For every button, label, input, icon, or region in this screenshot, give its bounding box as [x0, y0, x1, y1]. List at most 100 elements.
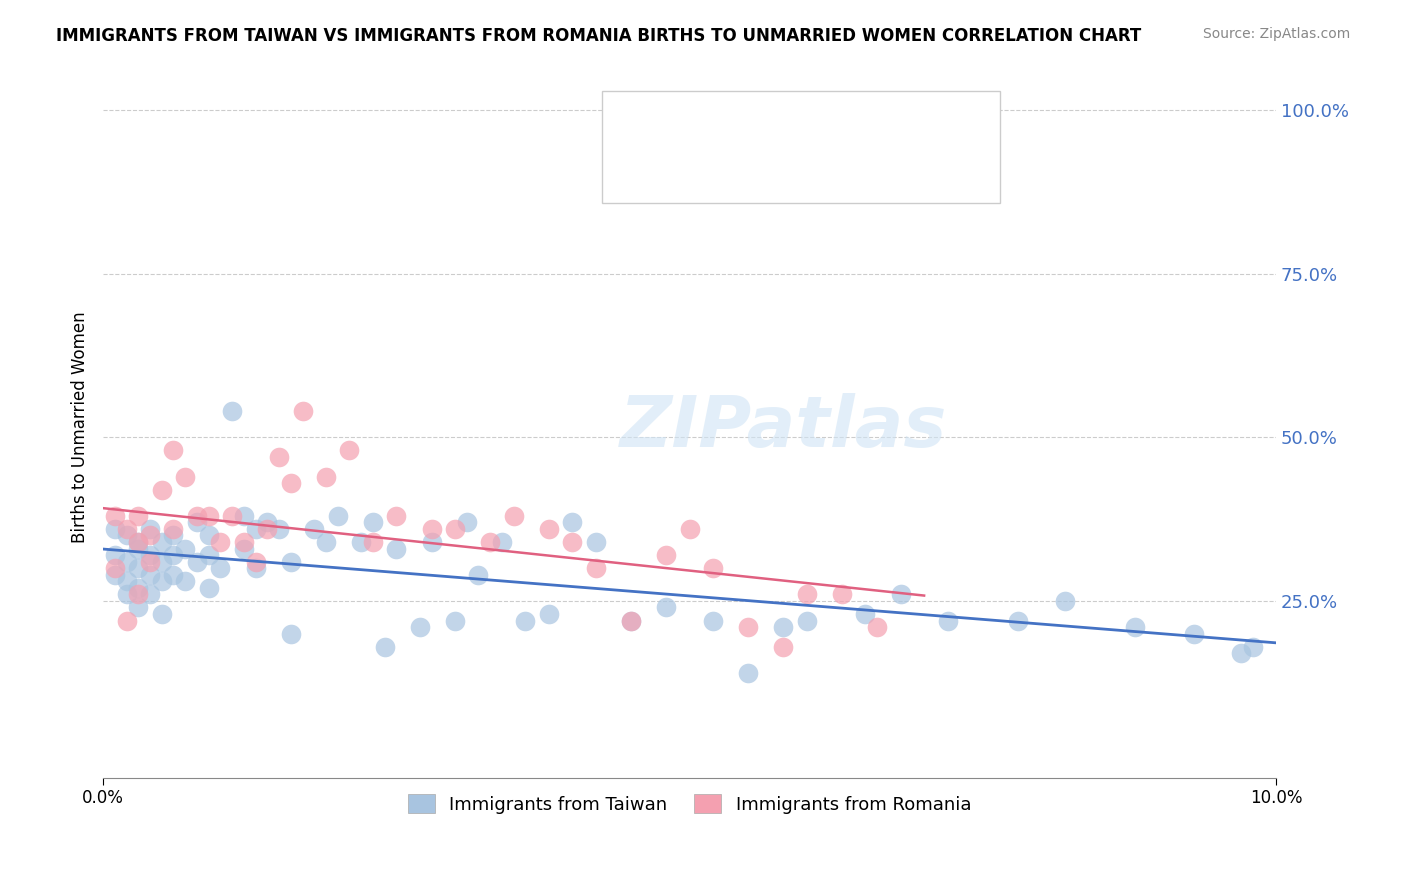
Point — [186, 516, 208, 530]
Point — [162, 443, 184, 458]
Point — [256, 516, 278, 530]
Point — [1182, 626, 1205, 640]
Point — [1007, 614, 1029, 628]
Point — [139, 567, 162, 582]
Point — [409, 620, 432, 634]
Point — [737, 620, 759, 634]
Point — [339, 443, 361, 458]
Point — [115, 522, 138, 536]
Point — [104, 522, 127, 536]
Point — [678, 522, 700, 536]
Point — [127, 587, 149, 601]
Text: Source: ZipAtlas.com: Source: ZipAtlas.com — [1202, 27, 1350, 41]
Point — [796, 614, 818, 628]
Point — [280, 626, 302, 640]
Point — [104, 548, 127, 562]
Point — [350, 535, 373, 549]
Point — [186, 555, 208, 569]
Point — [772, 620, 794, 634]
Point — [127, 600, 149, 615]
Point — [655, 548, 678, 562]
Point — [127, 535, 149, 549]
Point — [174, 469, 197, 483]
Point — [150, 555, 173, 569]
Point — [315, 535, 337, 549]
Point — [115, 614, 138, 628]
Point — [361, 535, 384, 549]
Point — [174, 574, 197, 589]
Point — [174, 541, 197, 556]
Point — [561, 516, 583, 530]
Point — [1053, 594, 1076, 608]
Point — [291, 404, 314, 418]
Point — [209, 535, 232, 549]
Point — [890, 587, 912, 601]
Point — [186, 508, 208, 523]
Point — [855, 607, 877, 621]
Point — [209, 561, 232, 575]
Point — [1229, 646, 1251, 660]
Point — [267, 522, 290, 536]
Point — [245, 555, 267, 569]
Point — [515, 614, 537, 628]
Point — [467, 567, 489, 582]
Point — [561, 535, 583, 549]
Point — [127, 535, 149, 549]
Point — [150, 483, 173, 497]
Point — [537, 522, 560, 536]
Point — [385, 508, 408, 523]
Point — [139, 555, 162, 569]
Point — [702, 561, 724, 575]
Point — [162, 548, 184, 562]
Point — [385, 541, 408, 556]
Point — [139, 528, 162, 542]
Point — [150, 535, 173, 549]
Point — [444, 522, 467, 536]
Point — [115, 574, 138, 589]
Point — [115, 555, 138, 569]
Point — [280, 555, 302, 569]
Point — [267, 450, 290, 464]
Point — [315, 469, 337, 483]
Point — [502, 508, 524, 523]
Point — [115, 587, 138, 601]
Point — [620, 614, 643, 628]
Point — [491, 535, 513, 549]
Point — [127, 541, 149, 556]
Point — [655, 600, 678, 615]
Point — [374, 640, 396, 654]
Point — [702, 614, 724, 628]
Point — [139, 587, 162, 601]
Point — [221, 508, 243, 523]
Point — [585, 535, 607, 549]
Point — [232, 508, 254, 523]
Point — [420, 535, 443, 549]
Point — [197, 508, 219, 523]
Point — [326, 508, 349, 523]
Point — [162, 528, 184, 542]
Point — [115, 528, 138, 542]
Point — [585, 561, 607, 575]
Legend: Immigrants from Taiwan, Immigrants from Romania: Immigrants from Taiwan, Immigrants from … — [396, 783, 983, 824]
Point — [150, 574, 173, 589]
Point — [420, 522, 443, 536]
Point — [197, 528, 219, 542]
Point — [866, 620, 889, 634]
Point — [796, 587, 818, 601]
Point — [197, 581, 219, 595]
Point — [150, 607, 173, 621]
Text: ZIPatlas: ZIPatlas — [620, 393, 948, 462]
Point — [104, 567, 127, 582]
Point — [139, 548, 162, 562]
Point — [197, 548, 219, 562]
Point — [361, 516, 384, 530]
FancyBboxPatch shape — [602, 92, 1000, 203]
Point — [162, 522, 184, 536]
Text: IMMIGRANTS FROM TAIWAN VS IMMIGRANTS FROM ROMANIA BIRTHS TO UNMARRIED WOMEN CORR: IMMIGRANTS FROM TAIWAN VS IMMIGRANTS FRO… — [56, 27, 1142, 45]
Point — [302, 522, 325, 536]
Point — [831, 587, 853, 601]
Point — [104, 508, 127, 523]
Point — [456, 516, 478, 530]
Point — [1241, 640, 1264, 654]
Point — [444, 614, 467, 628]
